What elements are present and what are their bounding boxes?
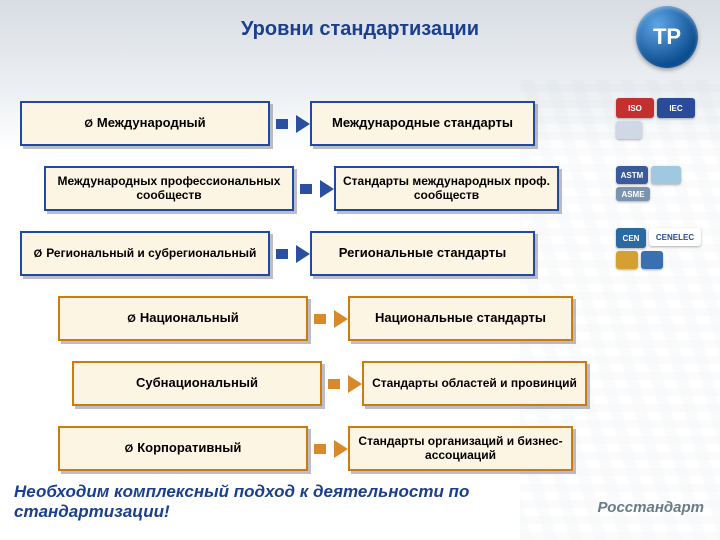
level-box: Ø Национальный — [58, 296, 308, 341]
org-logo: CENELEC — [649, 228, 701, 246]
bullet-icon: Ø — [127, 313, 136, 325]
org-logo — [616, 121, 642, 139]
bullet-icon: Ø — [84, 118, 93, 130]
rosstandart-label: Росстандарт — [597, 499, 704, 516]
diagram-row: ØКорпоративный Стандарты организаций и би… — [0, 421, 720, 476]
diagram-row: Ø Национальный Национальные стандарты — [0, 291, 720, 346]
diagram-row: Субнациональный Стандарты областей и пров… — [0, 356, 720, 411]
tp-logo: ТР — [636, 6, 698, 68]
org-logo — [616, 251, 638, 269]
diagram-row: ØРегиональный и субрегиональныйРегиональ… — [0, 226, 720, 281]
level-box: Субнациональный — [72, 361, 322, 406]
level-box: ØКорпоративный — [58, 426, 308, 471]
bullet-icon: Ø — [125, 443, 134, 455]
bullet-icon: Ø — [34, 248, 43, 260]
level-label: Корпоративный — [137, 441, 241, 455]
level-label: Региональный и субрегиональный — [46, 247, 256, 260]
diagram-row: Ø Международный Международные стандарты — [0, 96, 720, 151]
level-label: Национальный — [140, 311, 239, 325]
org-logo: ASTM — [616, 166, 648, 184]
level-label: Субнациональный — [136, 376, 258, 390]
level-box: Ø Международный — [20, 101, 270, 146]
org-logo — [641, 251, 663, 269]
level-box: Международных профессиональных сообществ — [44, 166, 294, 211]
arrow-icon — [270, 115, 310, 133]
standards-box: Международные стандарты — [310, 101, 535, 146]
logo-group: ISOIEC — [616, 96, 711, 141]
level-label: Международный — [97, 116, 206, 130]
org-logos-column: ISOIEC ASTM ASME CENCENELEC — [616, 96, 711, 281]
level-label: Международных профессиональных сообществ — [52, 175, 286, 201]
org-logo: ISO — [616, 98, 654, 118]
org-logo — [651, 166, 681, 184]
org-logo: ASME — [616, 187, 650, 201]
arrow-icon — [270, 245, 310, 263]
standards-box: Национальные стандарты — [348, 296, 573, 341]
bottom-conclusion: Необходим комплексный подход к деятельно… — [14, 482, 574, 522]
logo-group: CENCENELEC — [616, 226, 711, 271]
org-logo: IEC — [657, 98, 695, 118]
standards-box: Региональные стандарты — [310, 231, 535, 276]
arrow-icon — [308, 310, 348, 328]
slide-title: Уровни стандартизации — [0, 18, 720, 41]
arrow-icon — [308, 440, 348, 458]
standards-box: Стандарты международных проф. сообществ — [334, 166, 559, 211]
arrow-icon — [322, 375, 362, 393]
logo-group: ASTM ASME — [616, 161, 711, 206]
diagram-row: Международных профессиональных сообществ… — [0, 161, 720, 216]
org-logo: CEN — [616, 228, 646, 248]
level-box: ØРегиональный и субрегиональный — [20, 231, 270, 276]
standards-box: Стандарты областей и провинций — [362, 361, 587, 406]
standards-box: Стандарты организаций и бизнес-ассоциаци… — [348, 426, 573, 471]
diagram-rows: Ø Международный Международные стандарты Меж… — [0, 96, 720, 486]
arrow-icon — [294, 180, 334, 198]
